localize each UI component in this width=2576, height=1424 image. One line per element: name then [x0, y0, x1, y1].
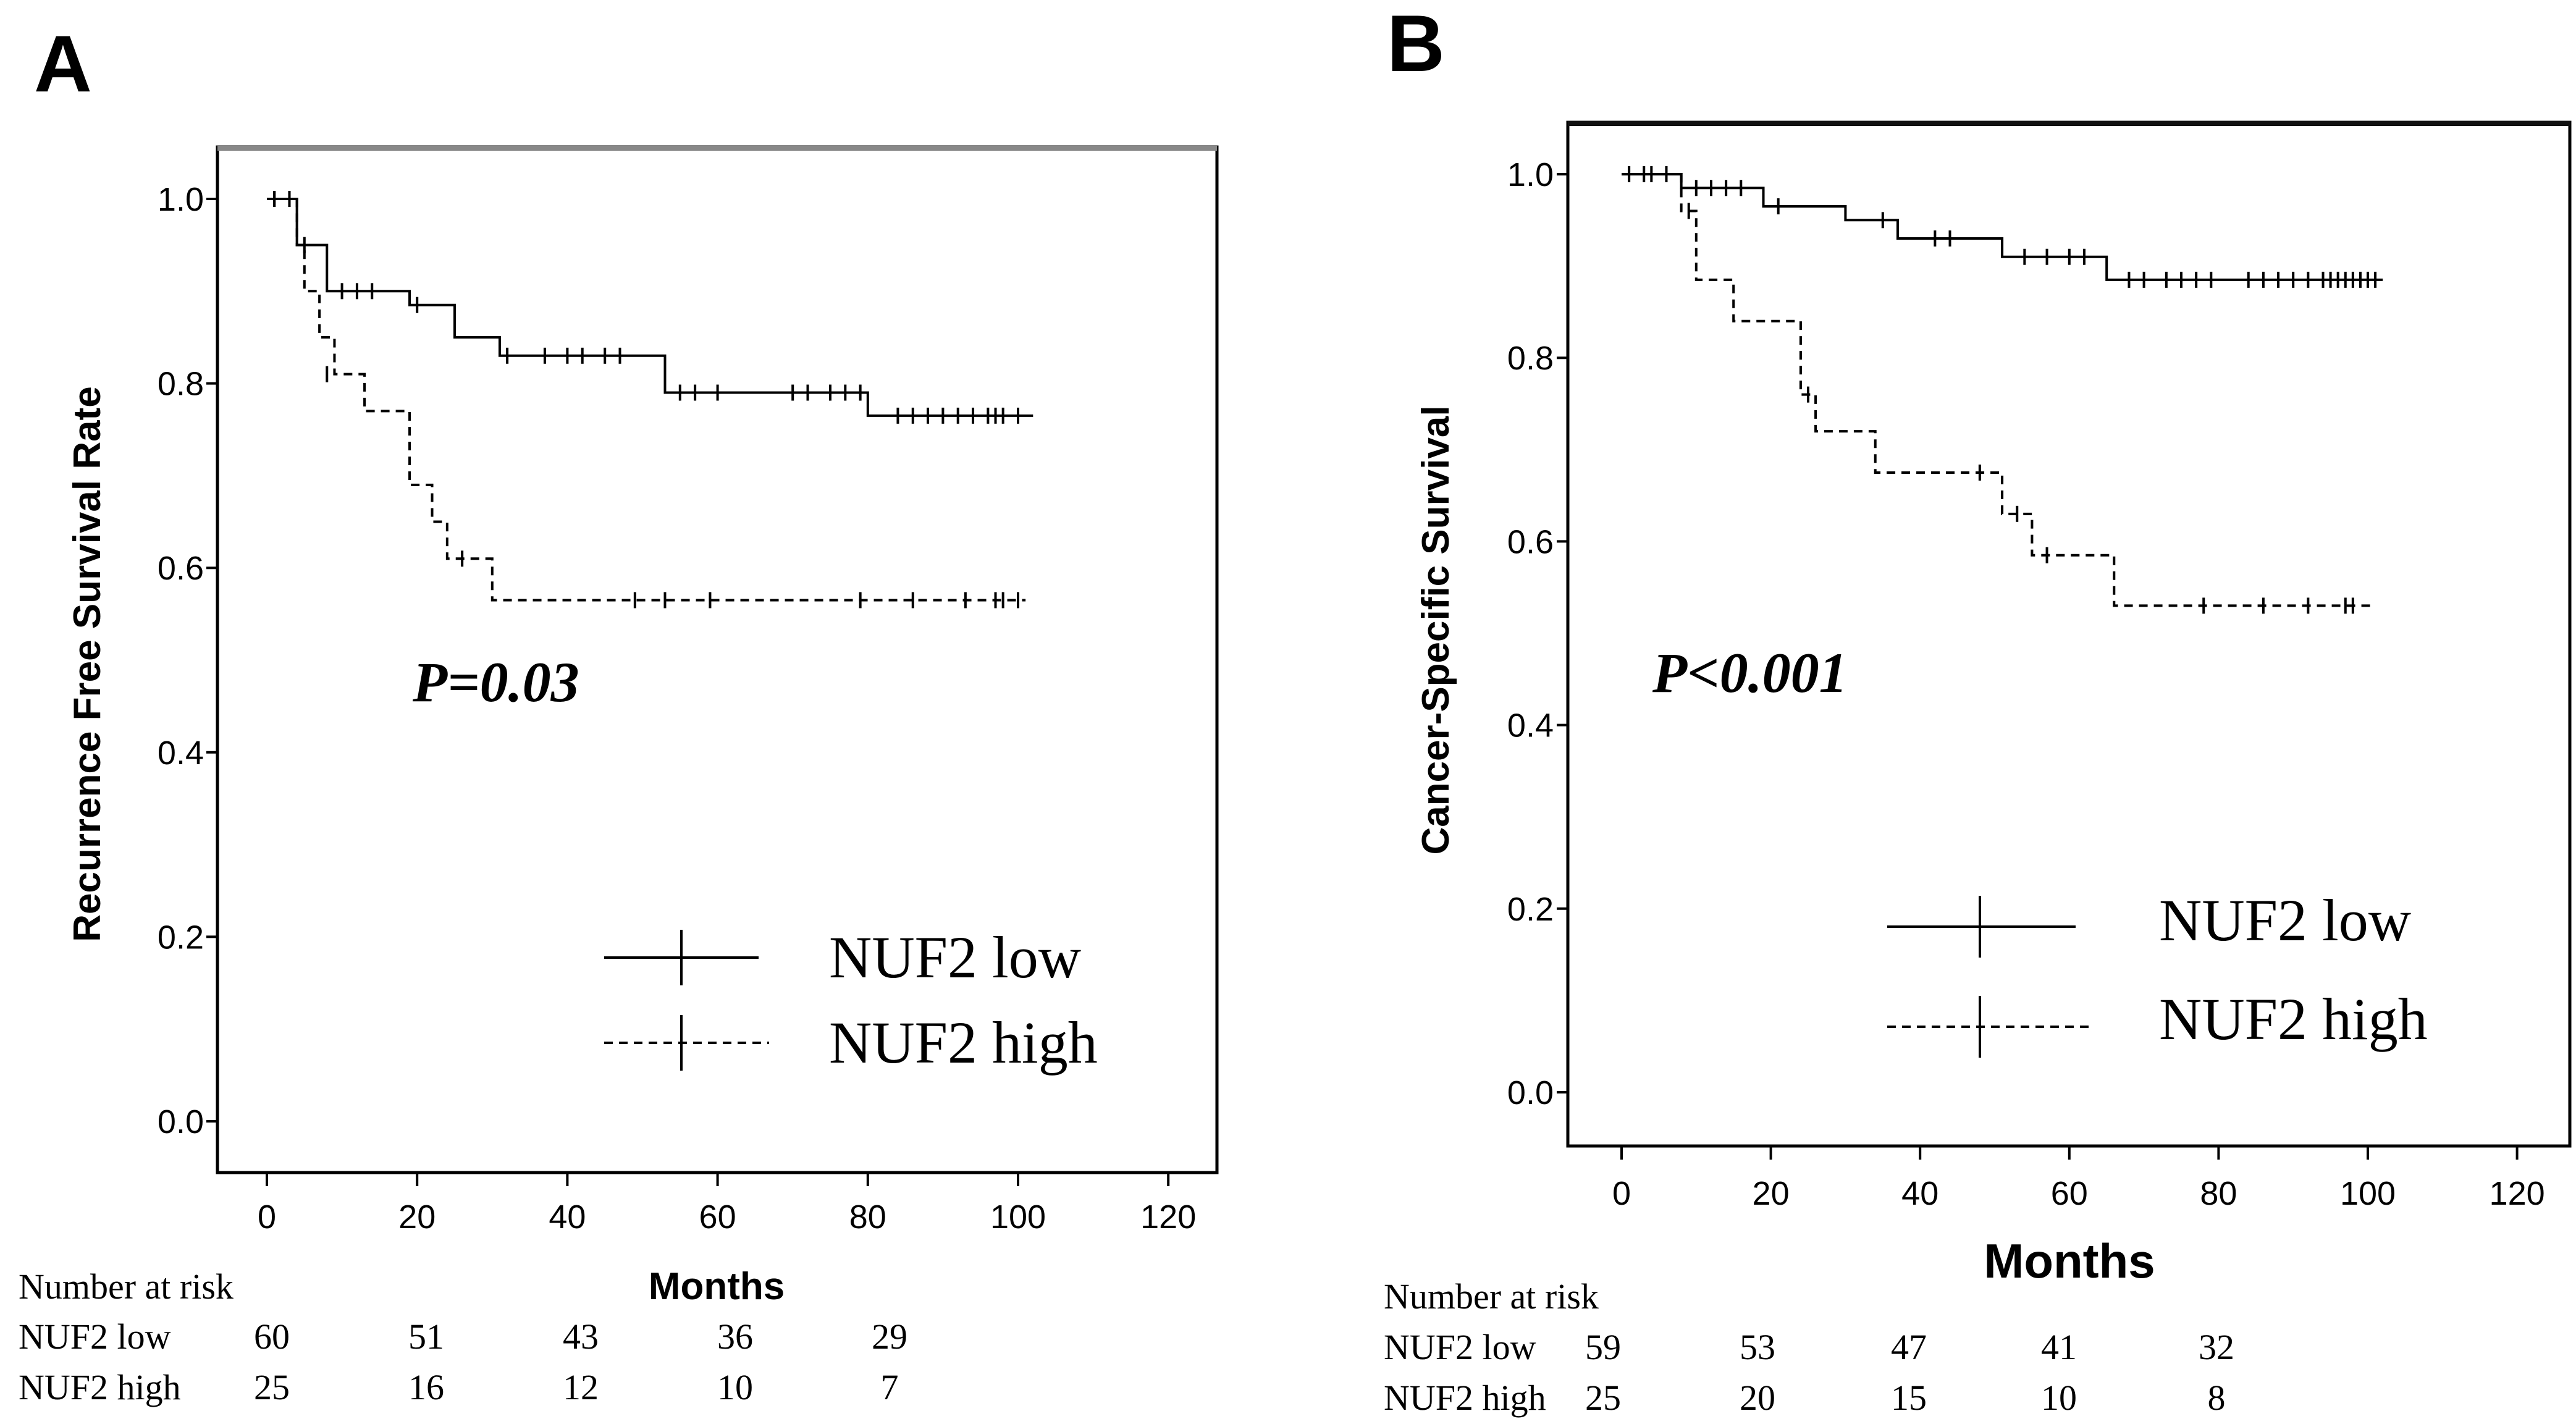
x-tick-label: 100 [2340, 1175, 2396, 1212]
x-tick-label: 20 [398, 1199, 436, 1236]
panel-b-label: B [1387, 0, 1445, 88]
y-tick-label: 0.6 [158, 550, 204, 587]
panel-b-y-axis: 0.0 0.2 0.4 0.6 0.8 1.0 [1507, 156, 1568, 1111]
series-line-nuf2-low [1622, 173, 2383, 281]
panel-b-risk-high-label: NUF2 high [1384, 1378, 1546, 1418]
risk-value: 8 [2208, 1378, 2226, 1418]
y-tick-label: 0.0 [158, 1103, 204, 1140]
y-tick-label: 0.0 [1507, 1074, 1554, 1111]
x-tick-label: 80 [849, 1199, 886, 1236]
panel-a-legend-low: NUF2 low [829, 924, 1081, 990]
panel-b-x-axis: 0 20 40 60 80 100 120 [1612, 1146, 2545, 1212]
x-tick-label: 100 [990, 1199, 1046, 1236]
panel-a: A 0.0 0.2 0.4 0.6 0.8 1.0 0 20 40 60 80 100 120 Rec… [19, 19, 1219, 1407]
y-tick-label: 0.6 [1507, 523, 1554, 560]
risk-value: 20 [1740, 1378, 1775, 1418]
panel-b-risk-values: 59 53 47 41 32 25 20 15 10 8 [1585, 1327, 2234, 1418]
risk-value: 12 [563, 1367, 599, 1407]
risk-value: 10 [2041, 1378, 2077, 1418]
panel-a-p-value: P=0.03 [412, 651, 579, 714]
risk-value: 15 [1891, 1378, 1927, 1418]
risk-value: 60 [254, 1317, 290, 1357]
panel-b-risk-title: Number at risk [1384, 1276, 1599, 1317]
panel-b-legend-low: NUF2 low [2159, 887, 2411, 953]
series-line-nuf2-low [267, 198, 1033, 417]
x-tick-label: 60 [699, 1199, 736, 1236]
panel-b-risk-low-label: NUF2 low [1384, 1327, 1536, 1367]
risk-value: 25 [254, 1367, 290, 1407]
x-tick-label: 80 [2200, 1175, 2237, 1212]
series-line-nuf2-high [1622, 173, 2376, 607]
y-tick-label: 0.4 [1507, 707, 1554, 744]
risk-value: 43 [563, 1317, 599, 1357]
panel-a-y-axis: 0.0 0.2 0.4 0.6 0.8 1.0 [158, 181, 217, 1140]
risk-value: 41 [2041, 1327, 2077, 1367]
y-tick-label: 0.2 [158, 919, 204, 956]
x-tick-label: 0 [1612, 1175, 1631, 1212]
y-tick-label: 0.4 [158, 735, 204, 772]
risk-value: 47 [1891, 1327, 1927, 1367]
panel-b-series [1622, 166, 2383, 614]
risk-value: 7 [881, 1367, 899, 1407]
panel-a-risk-values: 60 51 43 36 29 25 16 12 10 7 [254, 1317, 907, 1407]
panel-b-p-value: P<0.001 [1652, 641, 1848, 704]
risk-value: 10 [717, 1367, 753, 1407]
panel-a-label: A [34, 19, 92, 109]
y-tick-label: 1.0 [1507, 156, 1554, 193]
risk-value: 59 [1585, 1327, 1621, 1367]
risk-value: 36 [717, 1317, 753, 1357]
x-tick-label: 20 [1753, 1175, 1790, 1212]
panel-a-series [267, 191, 1033, 609]
panel-a-legend-high: NUF2 high [829, 1009, 1098, 1076]
x-tick-label: 120 [1140, 1199, 1196, 1236]
panel-a-risk-low-label: NUF2 low [19, 1317, 171, 1357]
x-tick-label: 120 [2490, 1175, 2545, 1212]
panel-a-y-axis-label: Recurrence Free Survival Rate [66, 386, 109, 942]
panel-a-risk-high-label: NUF2 high [19, 1367, 181, 1407]
risk-value: 25 [1585, 1378, 1621, 1418]
panel-b-y-axis-label: Cancer-Specific Survival [1415, 405, 1457, 854]
panel-b-x-axis-label: Months [1984, 1234, 2155, 1288]
risk-value: 29 [872, 1317, 907, 1357]
risk-value: 32 [2199, 1327, 2234, 1367]
y-tick-label: 1.0 [158, 181, 204, 218]
series-line-nuf2-high [267, 198, 1026, 602]
y-tick-label: 0.2 [1507, 891, 1554, 928]
x-tick-label: 40 [1901, 1175, 1938, 1212]
risk-value: 51 [408, 1317, 444, 1357]
x-tick-label: 40 [549, 1199, 586, 1236]
x-tick-label: 0 [258, 1199, 276, 1236]
risk-value: 53 [1740, 1327, 1775, 1367]
panel-a-x-axis: 0 20 40 60 80 100 120 [258, 1173, 1196, 1236]
x-tick-label: 60 [2051, 1175, 2088, 1212]
panel-a-risk-title: Number at risk [19, 1266, 234, 1307]
risk-value: 16 [408, 1367, 444, 1407]
y-tick-label: 0.8 [1507, 340, 1554, 377]
panel-b-legend-high: NUF2 high [2159, 986, 2428, 1052]
panel-b: B 0.0 0.2 0.4 0.6 0.8 1.0 0 20 40 60 80 100 120 Can… [1384, 0, 2572, 1418]
panel-a-x-axis-label: Months [649, 1265, 785, 1308]
y-tick-label: 0.8 [158, 366, 204, 403]
